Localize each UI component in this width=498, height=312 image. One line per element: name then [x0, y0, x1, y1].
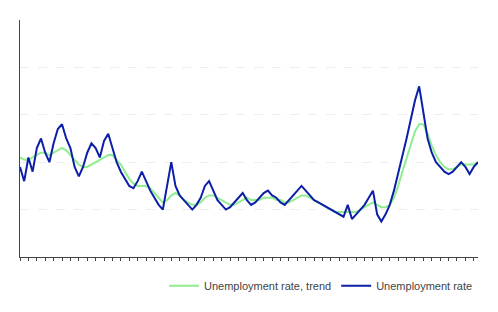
svg-text:Unemployment rate: Unemployment rate [376, 280, 472, 292]
svg-text:Unemployment rate, trend: Unemployment rate, trend [204, 280, 331, 292]
